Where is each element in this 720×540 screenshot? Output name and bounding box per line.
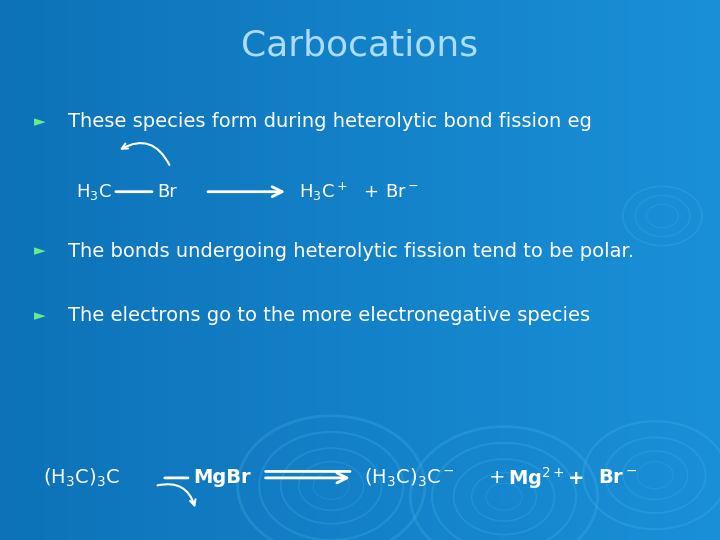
Text: H$_3$C$^+$: H$_3$C$^+$: [299, 180, 348, 203]
Text: Br$^-$: Br$^-$: [598, 468, 637, 488]
Text: ►: ►: [34, 114, 45, 129]
Text: The electrons go to the more electronegative species: The electrons go to the more electronega…: [68, 306, 590, 326]
Text: H$_3$C: H$_3$C: [76, 181, 112, 202]
Text: ►: ►: [34, 244, 45, 259]
Text: Br: Br: [157, 183, 176, 201]
Text: Mg$^{2+}$+: Mg$^{2+}$+: [508, 465, 583, 491]
Text: (H$_3$C)$_3$C$^-$: (H$_3$C)$_3$C$^-$: [364, 467, 454, 489]
Text: ►: ►: [34, 308, 45, 323]
Text: Br$^-$: Br$^-$: [385, 183, 419, 201]
Text: +: +: [489, 468, 505, 488]
Text: (H$_3$C)$_3$C: (H$_3$C)$_3$C: [43, 467, 120, 489]
Text: +: +: [364, 183, 378, 201]
Text: The bonds undergoing heterolytic fission tend to be polar.: The bonds undergoing heterolytic fission…: [68, 241, 634, 261]
Text: Carbocations: Carbocations: [241, 29, 479, 63]
Text: MgBr: MgBr: [193, 468, 251, 488]
Text: These species form during heterolytic bond fission eg: These species form during heterolytic bo…: [68, 112, 593, 131]
